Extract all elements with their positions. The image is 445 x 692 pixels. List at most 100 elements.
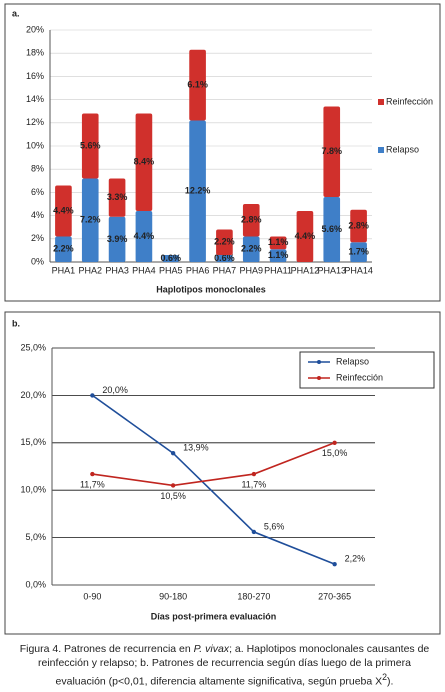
- bar-segment: [189, 120, 206, 262]
- x-tick-label: 270-365: [318, 591, 351, 601]
- data-label: 13,9%: [183, 443, 209, 453]
- data-label: 2.2%: [214, 237, 235, 247]
- bar-segment: [269, 236, 287, 250]
- data-label: 0.6%: [160, 253, 181, 263]
- x-tick-label: PHA3: [105, 265, 129, 275]
- y-tick-label: 16%: [26, 71, 44, 81]
- x-tick-label: PHA6: [186, 265, 210, 275]
- bar-segment: [323, 197, 341, 262]
- bar-segment: [216, 255, 233, 262]
- point: [170, 451, 176, 456]
- legend-label: Reinfección: [386, 96, 433, 106]
- y-tick-label: 10,0%: [20, 485, 46, 495]
- data-label: 6.1%: [187, 79, 208, 89]
- y-tick-label: 6%: [31, 187, 44, 197]
- x-tick-label: PHA9: [239, 265, 263, 275]
- x-tick-label: PHA11: [264, 265, 292, 275]
- caption-text: ; a. Haplotipos monoclonales causantes d…: [38, 643, 430, 688]
- point: [332, 561, 337, 567]
- y-tick-label: 5,0%: [25, 532, 46, 542]
- bar-segment: [242, 236, 260, 262]
- bar-segment: [350, 242, 367, 262]
- data-label: 11,7%: [80, 479, 105, 489]
- legend-marker: [317, 360, 321, 364]
- data-label: 1.1%: [268, 237, 289, 247]
- data-label: 0.6%: [214, 253, 235, 263]
- caption-text: Figura 4. Patrones de recurrencia en: [19, 643, 194, 655]
- data-label: 8.4%: [134, 157, 155, 167]
- caption-text: ).: [387, 675, 394, 688]
- bar-segment: [242, 204, 260, 237]
- y-tick-label: 0%: [31, 256, 44, 266]
- x-tick-label: PHA13: [317, 265, 346, 275]
- y-tick-label: 4%: [31, 210, 44, 220]
- data-label: 4.4%: [295, 231, 316, 241]
- data-label: 1.7%: [348, 247, 369, 257]
- point: [251, 471, 257, 477]
- bar-segment: [269, 249, 287, 262]
- legend-label: Relapso: [386, 144, 419, 154]
- bar-segment: [189, 49, 206, 121]
- panel-label: b.: [12, 318, 20, 328]
- data-label: 2.2%: [53, 244, 74, 254]
- legend-label: Relapso: [336, 356, 369, 366]
- y-tick-label: 14%: [26, 94, 44, 104]
- bar-segment: [81, 178, 99, 262]
- figure: a.0%2%4%6%8%10%12%14%16%18%20%PHA1 PHA2 PH…: [4, 3, 441, 635]
- legend-marker: [317, 376, 321, 380]
- data-label: 5.6%: [321, 224, 342, 234]
- data-label: 3.9%: [107, 234, 128, 244]
- bar-segment: [108, 216, 126, 262]
- caption-sup: 2: [382, 672, 388, 682]
- data-label: 5.6%: [80, 140, 101, 150]
- legend-label: Reinfección: [336, 372, 383, 382]
- data-label: 12.2%: [185, 186, 211, 196]
- data-label: 7.8%: [321, 146, 342, 156]
- y-tick-label: 15,0%: [20, 437, 46, 447]
- data-label: 7.2%: [80, 215, 101, 225]
- data-label: 4.4%: [134, 231, 155, 241]
- y-tick-label: 12%: [26, 117, 44, 127]
- x-tick-label: PHA2: [78, 265, 102, 275]
- data-label: 3.3%: [107, 192, 128, 202]
- caption-species: P. vivax: [193, 643, 230, 655]
- series-line: [91, 394, 335, 565]
- data-label: 1.1%: [268, 250, 289, 260]
- point: [170, 483, 176, 488]
- y-tick-label: 25,0%: [20, 342, 46, 352]
- point: [332, 440, 337, 445]
- point: [90, 393, 95, 398]
- bar-segment: [323, 106, 341, 198]
- y-tick-label: 20,0%: [20, 390, 46, 400]
- legend-swatch: [378, 147, 384, 153]
- bar-segment: [108, 178, 126, 217]
- data-label: 2.8%: [241, 215, 262, 225]
- data-label: 4.4%: [53, 205, 74, 215]
- x-tick-label: PHA1: [52, 265, 76, 275]
- caption: Figura 4. Patrones de recurrencia en P. …: [12, 642, 437, 689]
- bar-segment: [135, 210, 153, 262]
- data-label: 2.8%: [348, 220, 369, 230]
- data-label: 10,5%: [160, 491, 186, 501]
- x-tick-label: PHA12: [291, 265, 320, 275]
- bar-segment: [55, 236, 72, 262]
- bar-segment: [135, 113, 153, 211]
- y-tick-label: 8%: [31, 164, 44, 174]
- x-tick-label: PHA7: [213, 265, 237, 275]
- data-label: 2,2%: [345, 554, 366, 564]
- x-axis-title: Haplotipos monoclonales: [156, 284, 266, 294]
- x-tick-label: PHA5: [159, 265, 183, 275]
- bar-segment: [296, 210, 314, 262]
- legend-box: [299, 351, 435, 389]
- panel-label: a.: [12, 8, 20, 18]
- x-tick-label: 0-90: [83, 591, 101, 601]
- bar-segment: [55, 185, 72, 237]
- series-line: [92, 442, 335, 487]
- bar-segment: [350, 209, 367, 243]
- bar-segment: [81, 113, 99, 179]
- data-label: 2.2%: [241, 244, 262, 254]
- y-tick-label: 10%: [26, 140, 44, 150]
- bar-segment: [216, 229, 233, 256]
- y-tick-label: 0,0%: [25, 579, 46, 589]
- data-label: 5,6%: [264, 521, 285, 531]
